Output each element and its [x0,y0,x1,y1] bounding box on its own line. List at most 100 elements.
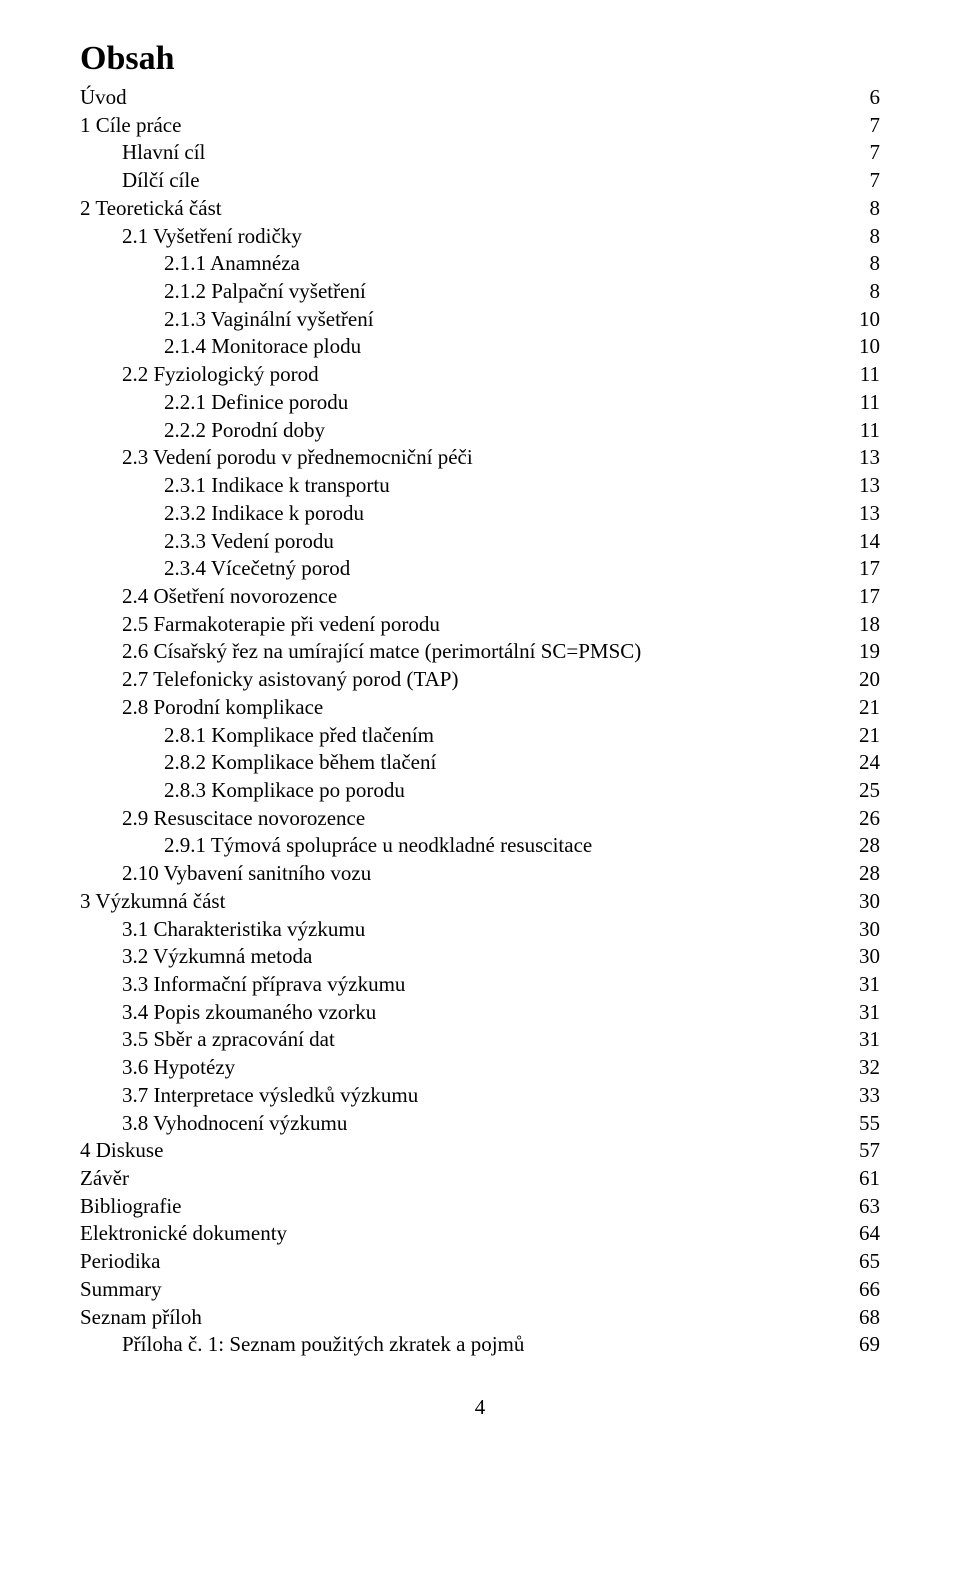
toc-entry-label: 2.8 Porodní komplikace [122,694,323,722]
toc-entry: 2.7 Telefonicky asistovaný porod (TAP)20 [80,666,880,694]
toc-entry: Summary 66 [80,1276,880,1304]
toc-entry-label: 3.2 Výzkumná metoda [122,943,312,971]
toc-entry-label: 2.3.2 Indikace k porodu [164,500,364,528]
toc-entry-page: 14 [859,528,880,556]
toc-entry: 3.7 Interpretace výsledků výzkumu 33 [80,1082,880,1110]
toc-entry-page: 65 [859,1248,880,1276]
toc-entry: Periodika 65 [80,1248,880,1276]
toc-entry: 3.6 Hypotézy 32 [80,1054,880,1082]
toc-entry: Příloha č. 1: Seznam použitých zkratek a… [80,1331,880,1359]
toc-entry-label: 2.1.3 Vaginální vyšetření [164,306,374,334]
toc-entry-page: 10 [859,333,880,361]
toc-entry-label: 3.7 Interpretace výsledků výzkumu [122,1082,418,1110]
toc-entry: 2.3.2 Indikace k porodu 13 [80,500,880,528]
toc-entry-page: 30 [859,916,880,944]
toc-entry-page: 7 [870,112,881,140]
toc-entry: 2.1 Vyšetření rodičky8 [80,223,880,251]
toc-entry-page: 55 [859,1110,880,1138]
toc-entry-page: 17 [859,583,880,611]
toc-entry: 2.2 Fyziologický porod11 [80,361,880,389]
toc-entry: 3.8 Vyhodnocení výzkumu55 [80,1110,880,1138]
toc-entry-page: 61 [859,1165,880,1193]
toc-entry-page: 10 [859,306,880,334]
toc-entry-label: 2.1.2 Palpační vyšetření [164,278,366,306]
toc-entry-page: 32 [859,1054,880,1082]
toc-entry-label: 1 Cíle práce [80,112,181,140]
toc-entry-page: 8 [870,195,881,223]
toc-entry-label: 2.1 Vyšetření rodičky [122,223,302,251]
toc-entry: 2.10 Vybavení sanitního vozu28 [80,860,880,888]
toc-entry-page: 66 [859,1276,880,1304]
toc-entry-page: 11 [860,389,880,417]
toc-entry: 3.2 Výzkumná metoda30 [80,943,880,971]
toc-entry-page: 6 [870,84,881,112]
toc-entry-label: 4 Diskuse [80,1137,163,1165]
toc-entry-label: 2.10 Vybavení sanitního vozu [122,860,371,888]
toc-entry-label: Úvod [80,84,127,112]
toc-entry: 2.8 Porodní komplikace21 [80,694,880,722]
toc-entry-page: 33 [859,1082,880,1110]
toc-entry-page: 19 [859,638,880,666]
toc-entry: 3.3 Informační příprava výzkumu 31 [80,971,880,999]
toc-entry: 2.9.1 Týmová spolupráce u neodkladné res… [80,832,880,860]
toc-entry-page: 28 [859,832,880,860]
toc-entry: 2.5 Farmakoterapie při vedení porodu18 [80,611,880,639]
toc-entry-label: Dílčí cíle [122,167,200,195]
toc-entry: 2.2.2 Porodní doby 11 [80,417,880,445]
toc-entry-page: 25 [859,777,880,805]
toc-entry-label: Elektronické dokumenty [80,1220,287,1248]
toc-entry-label: 2.3.3 Vedení porodu [164,528,334,556]
page-title: Obsah [80,40,880,78]
toc-entry-page: 8 [870,250,881,278]
toc-entry-label: 2.8.1 Komplikace před tlačením [164,722,434,750]
toc-entry-page: 18 [859,611,880,639]
toc-entry-label: Periodika [80,1248,160,1276]
toc-entry-page: 13 [859,444,880,472]
toc-entry-page: 21 [859,722,880,750]
toc-entry: 2.1.4 Monitorace plodu 10 [80,333,880,361]
toc-entry-page: 30 [859,888,880,916]
toc-entry-label: Závěr [80,1165,129,1193]
toc-entry: 2.1.2 Palpační vyšetření8 [80,278,880,306]
toc-entry: 2.2.1 Definice porodu11 [80,389,880,417]
toc-entry: 2.8.2 Komplikace během tlačení24 [80,749,880,777]
toc-entry-label: 3.6 Hypotézy [122,1054,235,1082]
toc-entry-page: 63 [859,1193,880,1221]
toc-entry-label: 2.6 Císařský řez na umírající matce (per… [122,638,641,666]
toc-entry: 3.1 Charakteristika výzkumu30 [80,916,880,944]
toc-entry-label: 3.3 Informační příprava výzkumu [122,971,405,999]
toc-entry: 2.8.1 Komplikace před tlačením 21 [80,722,880,750]
toc-entry-label: 2.9 Resuscitace novorozence [122,805,365,833]
table-of-contents: Úvod61 Cíle práce7Hlavní cíl7Dílčí cíle7… [80,84,880,1359]
toc-entry: Závěr 61 [80,1165,880,1193]
toc-entry-label: Summary [80,1276,162,1304]
toc-entry-page: 24 [859,749,880,777]
toc-entry: 2.1.3 Vaginální vyšetření 10 [80,306,880,334]
toc-entry-page: 11 [860,417,880,445]
toc-entry-label: 2.3 Vedení porodu v přednemocniční péči [122,444,473,472]
toc-entry-page: 31 [859,971,880,999]
toc-entry: Dílčí cíle7 [80,167,880,195]
toc-entry-label: 3.5 Sběr a zpracování dat [122,1026,335,1054]
toc-entry-page: 13 [859,472,880,500]
toc-entry: 2.3 Vedení porodu v přednemocniční péči 1… [80,444,880,472]
toc-entry-label: 2.1.4 Monitorace plodu [164,333,361,361]
toc-entry-page: 69 [859,1331,880,1359]
toc-entry: Úvod 6 [80,84,880,112]
toc-entry-page: 57 [859,1137,880,1165]
toc-entry-label: 2.9.1 Týmová spolupráce u neodkladné res… [164,832,592,860]
toc-entry-label: Seznam příloh [80,1304,202,1332]
toc-entry-page: 17 [859,555,880,583]
toc-entry: Seznam příloh68 [80,1304,880,1332]
footer-page-number: 4 [80,1395,880,1420]
toc-entry-label: 3 Výzkumná část [80,888,225,916]
toc-entry-page: 13 [859,500,880,528]
toc-entry-label: 2.2.2 Porodní doby [164,417,325,445]
toc-entry-page: 26 [859,805,880,833]
toc-entry-label: Příloha č. 1: Seznam použitých zkratek a… [122,1331,524,1359]
toc-entry-label: 2 Teoretická část [80,195,222,223]
toc-entry-label: Hlavní cíl [122,139,205,167]
toc-entry: 2.3.4 Vícečetný porod17 [80,555,880,583]
toc-entry: 2.8.3 Komplikace po porodu25 [80,777,880,805]
toc-entry-page: 7 [870,139,881,167]
